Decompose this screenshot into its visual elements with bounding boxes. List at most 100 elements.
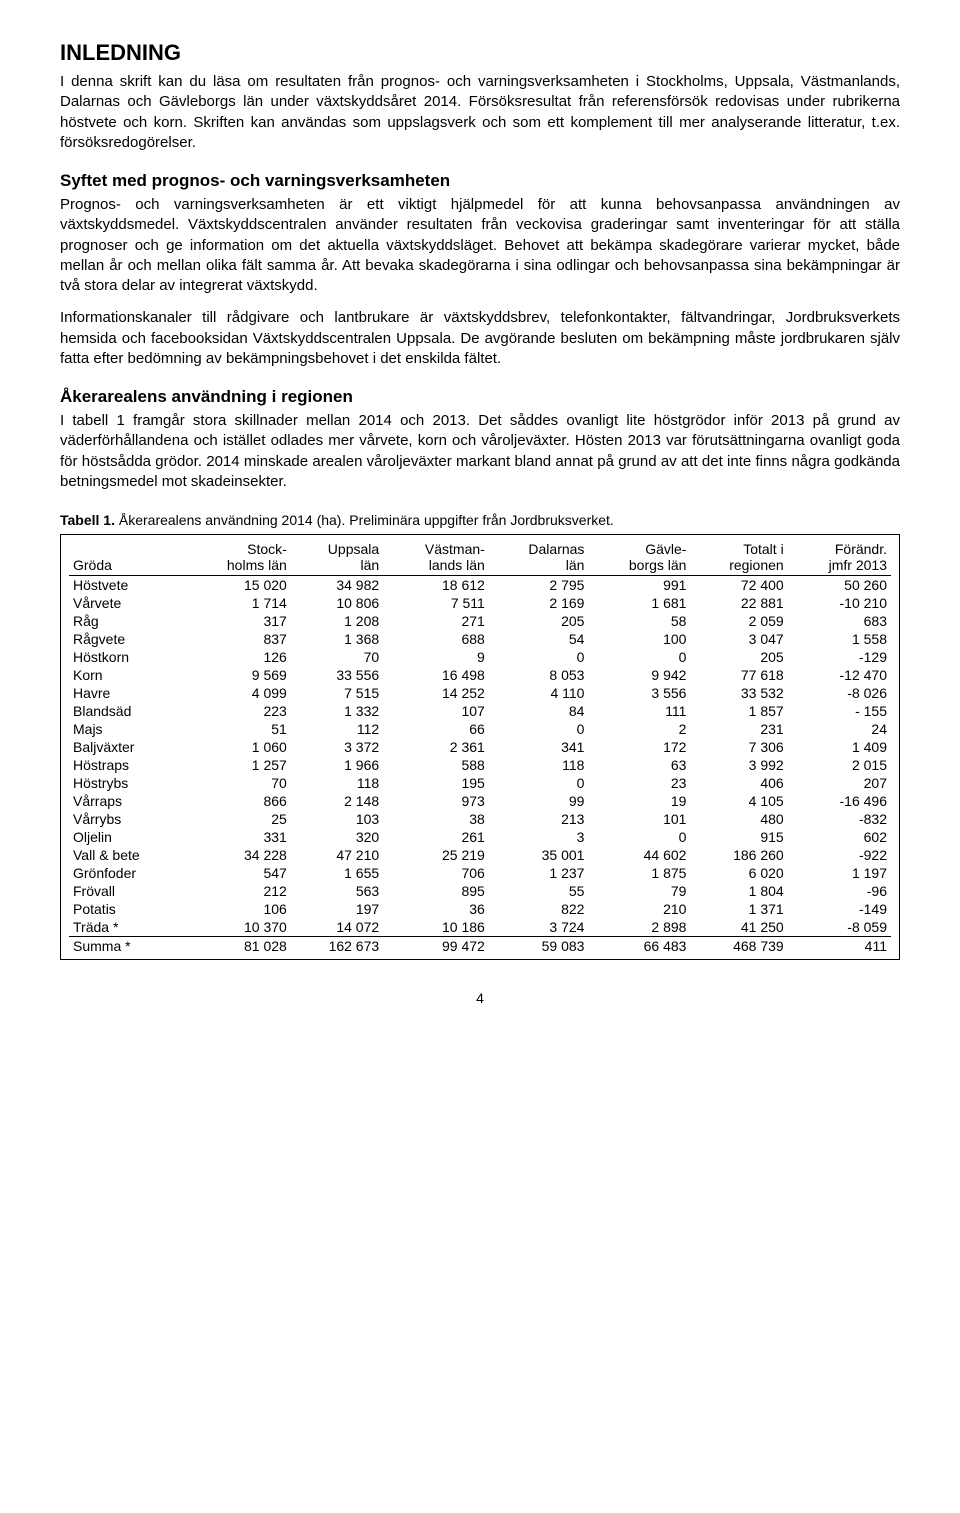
row-value: 317 bbox=[185, 612, 291, 630]
row-value: 16 498 bbox=[383, 666, 489, 684]
row-label: Summa * bbox=[69, 937, 185, 956]
row-value: 34 228 bbox=[185, 846, 291, 864]
table-row: Blandsäd2231 332107841111 857- 155 bbox=[69, 702, 891, 720]
row-label: Grönfoder bbox=[69, 864, 185, 882]
row-value: 1 409 bbox=[788, 738, 891, 756]
section2-heading: Åkerarealens användning i regionen bbox=[60, 387, 900, 407]
row-value: 231 bbox=[690, 720, 787, 738]
row-value: 118 bbox=[489, 756, 589, 774]
row-value: 271 bbox=[383, 612, 489, 630]
table-row: Höstkorn12670900205-129 bbox=[69, 648, 891, 666]
row-value: 197 bbox=[291, 900, 383, 918]
row-value: 22 881 bbox=[690, 594, 787, 612]
table-col-header: Västman-lands län bbox=[383, 541, 489, 576]
row-value: 66 bbox=[383, 720, 489, 738]
section1-p2: Informationskanaler till rådgivare och l… bbox=[60, 308, 900, 369]
row-value: 19 bbox=[588, 792, 690, 810]
row-value: 223 bbox=[185, 702, 291, 720]
row-value: 468 739 bbox=[690, 937, 787, 956]
row-value: 47 210 bbox=[291, 846, 383, 864]
table-col-header: Uppsalalän bbox=[291, 541, 383, 576]
row-value: 107 bbox=[383, 702, 489, 720]
row-value: 7 511 bbox=[383, 594, 489, 612]
row-label: Vall & bete bbox=[69, 846, 185, 864]
row-value: 1 060 bbox=[185, 738, 291, 756]
row-value: -149 bbox=[788, 900, 891, 918]
row-value: -12 470 bbox=[788, 666, 891, 684]
row-value: 411 bbox=[788, 937, 891, 956]
row-value: 205 bbox=[690, 648, 787, 666]
row-value: - 155 bbox=[788, 702, 891, 720]
row-value: -922 bbox=[788, 846, 891, 864]
row-value: 0 bbox=[588, 828, 690, 846]
table-row: Korn9 56933 55616 4988 0539 94277 618-12… bbox=[69, 666, 891, 684]
row-value: 59 083 bbox=[489, 937, 589, 956]
row-value: 3 372 bbox=[291, 738, 383, 756]
row-value: 33 556 bbox=[291, 666, 383, 684]
row-value: 4 105 bbox=[690, 792, 787, 810]
table-col-header: Förändr.jmfr 2013 bbox=[788, 541, 891, 576]
row-value: 973 bbox=[383, 792, 489, 810]
row-value: 99 472 bbox=[383, 937, 489, 956]
table-body: Höstvete15 02034 98218 6122 79599172 400… bbox=[69, 576, 891, 956]
page-title: INLEDNING bbox=[60, 40, 900, 66]
row-value: 1 371 bbox=[690, 900, 787, 918]
row-value: 706 bbox=[383, 864, 489, 882]
row-value: 41 250 bbox=[690, 918, 787, 937]
table-row: Vårvete1 71410 8067 5112 1691 68122 881-… bbox=[69, 594, 891, 612]
row-value: 9 bbox=[383, 648, 489, 666]
row-value: -10 210 bbox=[788, 594, 891, 612]
row-value: 8 053 bbox=[489, 666, 589, 684]
row-value: 3 724 bbox=[489, 918, 589, 937]
row-value: 77 618 bbox=[690, 666, 787, 684]
table-row: Höstrybs70118195023406207 bbox=[69, 774, 891, 792]
row-value: 320 bbox=[291, 828, 383, 846]
row-value: 2 059 bbox=[690, 612, 787, 630]
row-value: 1 558 bbox=[788, 630, 891, 648]
row-label: Majs bbox=[69, 720, 185, 738]
row-value: 101 bbox=[588, 810, 690, 828]
row-value: 63 bbox=[588, 756, 690, 774]
row-value: 1 257 bbox=[185, 756, 291, 774]
row-label: Korn bbox=[69, 666, 185, 684]
row-label: Blandsäd bbox=[69, 702, 185, 720]
table-caption-bold: Tabell 1. bbox=[60, 512, 115, 528]
row-label: Potatis bbox=[69, 900, 185, 918]
row-value: 50 260 bbox=[788, 576, 891, 595]
table-row: Höstraps1 2571 966588118633 9922 015 bbox=[69, 756, 891, 774]
row-value: 84 bbox=[489, 702, 589, 720]
row-value: 70 bbox=[185, 774, 291, 792]
row-value: 186 260 bbox=[690, 846, 787, 864]
row-value: 602 bbox=[788, 828, 891, 846]
row-value: 2 361 bbox=[383, 738, 489, 756]
table-row: Potatis106197368222101 371-149 bbox=[69, 900, 891, 918]
table-row: Höstvete15 02034 98218 6122 79599172 400… bbox=[69, 576, 891, 595]
row-value: 172 bbox=[588, 738, 690, 756]
row-value: 341 bbox=[489, 738, 589, 756]
row-value: -129 bbox=[788, 648, 891, 666]
row-value: 15 020 bbox=[185, 576, 291, 595]
table-row: Havre4 0997 51514 2524 1103 55633 532-8 … bbox=[69, 684, 891, 702]
row-value: 4 110 bbox=[489, 684, 589, 702]
row-value: 3 992 bbox=[690, 756, 787, 774]
table-row: Vårraps8662 14897399194 105-16 496 bbox=[69, 792, 891, 810]
row-value: 2 795 bbox=[489, 576, 589, 595]
row-value: 34 982 bbox=[291, 576, 383, 595]
row-value: 331 bbox=[185, 828, 291, 846]
row-value: 25 219 bbox=[383, 846, 489, 864]
row-value: 81 028 bbox=[185, 937, 291, 956]
row-value: 837 bbox=[185, 630, 291, 648]
row-label: Höstvete bbox=[69, 576, 185, 595]
row-value: 0 bbox=[489, 648, 589, 666]
row-label: Höstrybs bbox=[69, 774, 185, 792]
row-value: 1 197 bbox=[788, 864, 891, 882]
row-value: 4 099 bbox=[185, 684, 291, 702]
row-value: 2 898 bbox=[588, 918, 690, 937]
row-value: 1 368 bbox=[291, 630, 383, 648]
row-value: 7 515 bbox=[291, 684, 383, 702]
row-value: 895 bbox=[383, 882, 489, 900]
row-value: 2 148 bbox=[291, 792, 383, 810]
row-value: 72 400 bbox=[690, 576, 787, 595]
row-value: 0 bbox=[489, 720, 589, 738]
row-value: 205 bbox=[489, 612, 589, 630]
